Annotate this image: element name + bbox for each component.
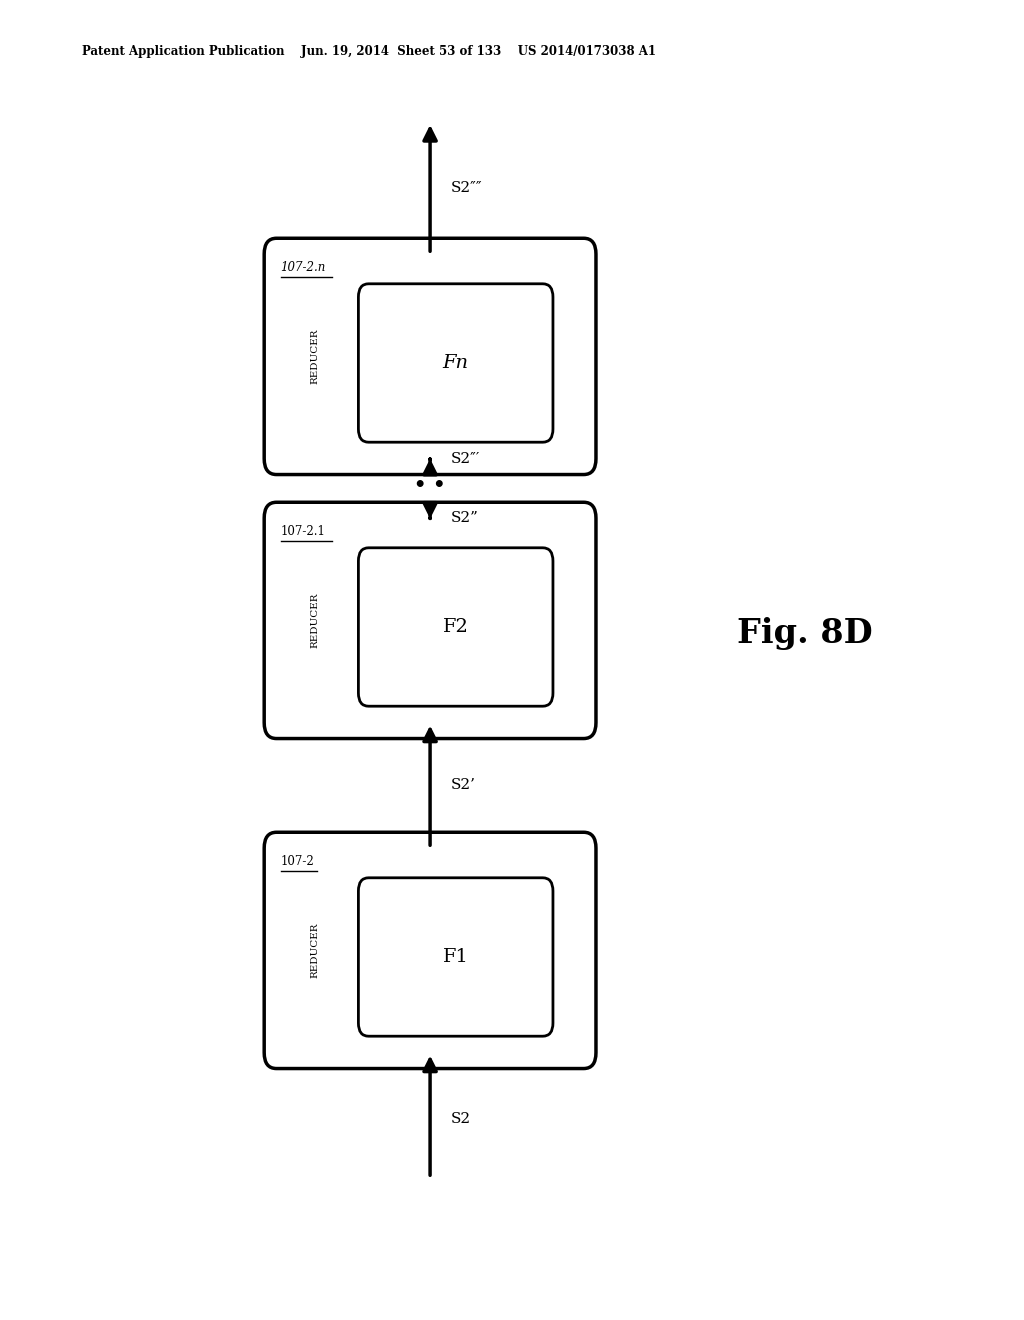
FancyBboxPatch shape: [264, 833, 596, 1069]
FancyBboxPatch shape: [264, 239, 596, 475]
Text: S2″′: S2″′: [451, 451, 480, 466]
Text: F1: F1: [442, 948, 469, 966]
Text: F2: F2: [442, 618, 469, 636]
Text: REDUCER: REDUCER: [311, 923, 319, 978]
Text: REDUCER: REDUCER: [311, 593, 319, 648]
Text: Fn: Fn: [442, 354, 469, 372]
Text: 107-2.1: 107-2.1: [281, 524, 326, 537]
FancyBboxPatch shape: [358, 878, 553, 1036]
Text: S2: S2: [451, 1111, 471, 1126]
Text: Patent Application Publication    Jun. 19, 2014  Sheet 53 of 133    US 2014/0173: Patent Application Publication Jun. 19, …: [82, 45, 656, 58]
FancyBboxPatch shape: [358, 548, 553, 706]
Text: • •: • •: [415, 477, 445, 495]
Text: REDUCER: REDUCER: [311, 329, 319, 384]
Text: 107-2.n: 107-2.n: [281, 261, 326, 273]
Text: S2’: S2’: [451, 779, 475, 792]
Text: Fig. 8D: Fig. 8D: [737, 618, 872, 651]
Text: 107-2: 107-2: [281, 855, 314, 867]
Text: S2″″: S2″″: [451, 181, 482, 195]
FancyBboxPatch shape: [358, 284, 553, 442]
Text: S2”: S2”: [451, 511, 478, 525]
FancyBboxPatch shape: [264, 503, 596, 739]
